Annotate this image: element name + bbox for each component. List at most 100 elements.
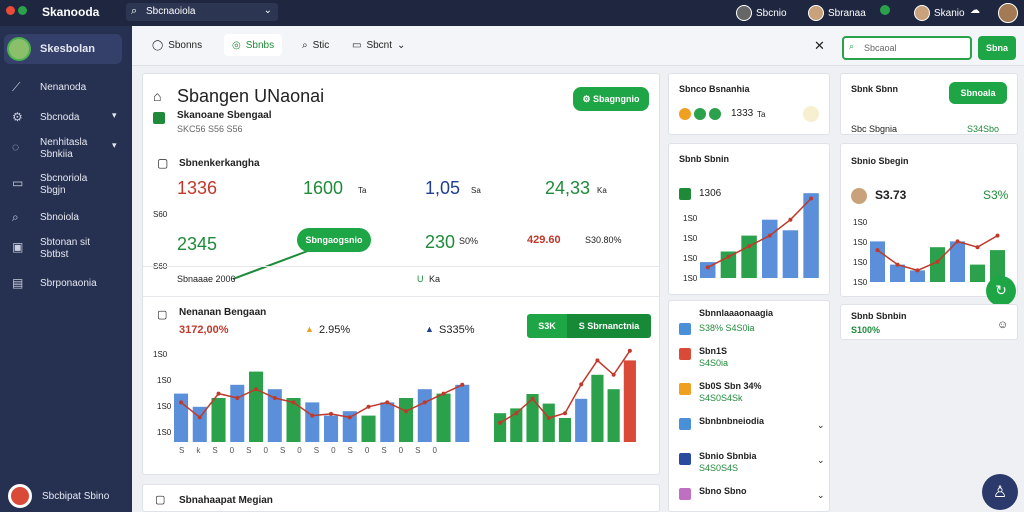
line-point: [254, 387, 259, 392]
settings-icon: ⚙: [12, 110, 23, 124]
line-point: [915, 268, 920, 273]
tab-label: Stic: [312, 39, 330, 51]
close-icon[interactable]: ✕: [814, 38, 825, 53]
home-icon: ⌂: [153, 88, 162, 104]
folder-icon: ▭: [12, 176, 24, 190]
doc-icon: ▤: [12, 276, 24, 290]
y-tick: 1S0: [853, 218, 868, 227]
list-item[interactable]: Sbnnlaaaonaagia S38% S4S0ia: [679, 307, 829, 337]
mid-list-card: Sbnnlaaaonaagia S38% S4S0ia Sbn1S S4S0ia Sb0…: [668, 300, 830, 512]
user-fab[interactable]: ♙: [982, 474, 1018, 510]
line-point: [546, 416, 551, 420]
line-point: [975, 245, 980, 250]
chevron-down-icon: ⌄: [817, 490, 825, 500]
sidebar-footer-label: Sbcbipat Sbino: [42, 491, 110, 502]
pill-button[interactable]: Sbngaogsnio: [297, 228, 371, 252]
cloud-icon[interactable]: ☁: [970, 5, 980, 16]
mid-top-value: 1333: [731, 108, 754, 119]
action-button[interactable]: ⚙ Sbagngnio: [573, 87, 649, 111]
section-heading: Nenanan Bengaan: [179, 307, 267, 318]
gear-icon: ⚙: [582, 94, 594, 104]
bar: [230, 384, 245, 442]
list-item-icon: [679, 418, 691, 430]
list-item[interactable]: Sbno Sbno ⌄: [679, 482, 829, 512]
sidebar: Skesbolan ⟋ Nenanoda ⚙ Sbcnoda ▾ ◌ Nenhitasl…: [0, 26, 132, 512]
app-logo: [6, 6, 27, 15]
topbar-item-1[interactable]: Sbcnio: [736, 5, 787, 21]
sidebar-item-label: Sbtonan sit Sbtbst: [40, 237, 91, 260]
bar: [607, 389, 620, 442]
segment-button-left[interactable]: S3K: [527, 314, 567, 338]
brand-name: Skanooda: [42, 5, 100, 19]
avatar: [808, 5, 824, 21]
list-item-icon: [679, 323, 691, 335]
footnote: Sbnaaae 2006: [177, 274, 236, 284]
list-item[interactable]: Sbnio Sbnbia S4S0S4S ⌄: [679, 447, 829, 477]
chart-icon: ⟋: [12, 80, 21, 94]
top-search[interactable]: ⌕ Sbcnaoiola ⌄: [126, 3, 278, 21]
sidebar-item-6[interactable]: ▣ Sbtonan sit Sbtbst: [0, 234, 132, 268]
x-tick: S0: [347, 446, 382, 455]
tab-label: Sbnbs: [245, 39, 275, 51]
stat-value-b: 2345: [177, 234, 218, 254]
sidebar-footer[interactable]: Sbcbipat Sbino: [6, 484, 126, 508]
x-tick-labels: SkS0S0S0S0S0S0S0: [179, 446, 449, 455]
line-point: [329, 411, 334, 416]
right-top-button[interactable]: Sbnoala: [949, 82, 1007, 104]
sidebar-item-5[interactable]: ⌕ Sbnoiola: [0, 204, 132, 234]
list-item-icon: [679, 348, 691, 360]
y-tick: 1S0: [157, 376, 172, 385]
chevron-down-icon: ⌄: [817, 455, 825, 465]
list-item[interactable]: Sbnbnbneiodia ⌄: [679, 412, 829, 442]
segment-button-right[interactable]: S Sbrnanctnia: [567, 314, 651, 338]
line-point: [530, 396, 535, 401]
sidebar-item-label: Sbcnoda: [40, 112, 80, 123]
tab-3[interactable]: ⌕ Stic: [294, 34, 337, 56]
search-input[interactable]: ⌕ Sbcaoal: [842, 36, 972, 60]
line-point: [809, 196, 814, 201]
list-item[interactable]: Sbn1S S4S0ia: [679, 342, 829, 372]
card-title: Sbnio Sbegin: [851, 156, 909, 166]
right-chart-suffix: S3%: [983, 188, 1009, 202]
status-dots: [679, 108, 721, 120]
tab-4[interactable]: ▭ Sbcnt ⌄: [344, 34, 413, 56]
pct-value-1: 3172,00%: [179, 324, 229, 336]
tab-1[interactable]: ◯ Sbonns: [144, 34, 210, 56]
chevron-down-icon: ▾: [112, 140, 117, 150]
sidebar-item-3[interactable]: ◌ Nenhitasla Sbnkiia ▾: [0, 134, 132, 168]
search-placeholder: Sbcaoal: [864, 43, 897, 53]
right-bottom-value: S100%: [851, 325, 881, 335]
x-tick: S0: [313, 446, 348, 455]
stat-suffix-d: S30.80%: [585, 235, 622, 245]
card-title: Sbnk Sbnn: [851, 84, 898, 94]
refresh-icon[interactable]: ↻: [986, 276, 1016, 306]
sidebar-item-2[interactable]: ⚙ Sbcnoda ▾: [0, 104, 132, 134]
list-item-title: Sbn1S: [699, 346, 728, 356]
line-point: [595, 358, 600, 363]
sidebar-item-4[interactable]: ▭ Sbcnoriola Sbgjn: [0, 170, 132, 204]
user-avatar[interactable]: [998, 3, 1018, 23]
right-bar-chart: [870, 233, 1005, 282]
bar: [542, 403, 555, 442]
sidebar-item-1[interactable]: ⟋ Nenanoda: [0, 74, 132, 104]
list-item-icon: [679, 488, 691, 500]
sidebar-user[interactable]: Skesbolan: [4, 34, 122, 64]
topbar-item-2[interactable]: Sbranaa: [808, 5, 866, 21]
x-tick: S0: [212, 446, 247, 455]
smile-icon[interactable]: ☺: [997, 319, 1009, 331]
list-item[interactable]: Sb0S Sbn 34% S4S0S4Sk: [679, 377, 829, 407]
topbar-item-3[interactable]: Skanio: [914, 5, 965, 21]
bar: [526, 394, 539, 442]
series-line: [707, 197, 812, 269]
axis-label: S60: [153, 210, 168, 219]
sidebar-item-label: Nenanoda: [40, 82, 87, 93]
stat-value-1: 1336: [177, 178, 218, 198]
notification-icon[interactable]: [880, 5, 890, 15]
line-point: [310, 413, 315, 418]
search-button[interactable]: Sbna: [978, 36, 1016, 60]
chat-icon: ◌: [12, 140, 20, 154]
bar: [558, 418, 572, 442]
mid-bar-chart: [700, 193, 819, 278]
sidebar-item-7[interactable]: ▤ Sbrponaonia: [0, 270, 132, 300]
tab-2[interactable]: ◎ Sbnbs: [224, 34, 283, 56]
